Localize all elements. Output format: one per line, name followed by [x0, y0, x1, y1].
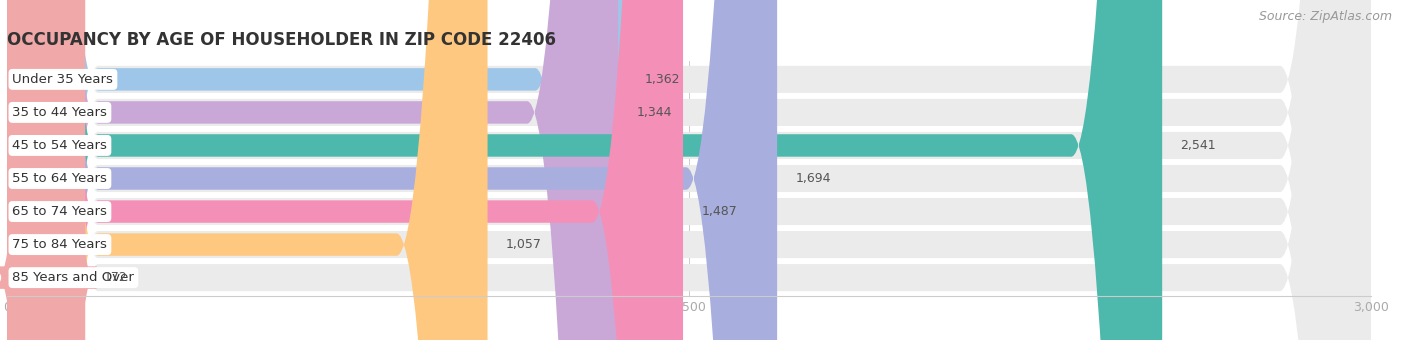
Text: Under 35 Years: Under 35 Years [13, 73, 114, 86]
Text: 65 to 74 Years: 65 to 74 Years [13, 205, 107, 218]
Text: 1,694: 1,694 [796, 172, 831, 185]
FancyBboxPatch shape [7, 0, 619, 340]
FancyBboxPatch shape [7, 0, 1371, 340]
FancyBboxPatch shape [7, 0, 488, 340]
FancyBboxPatch shape [7, 0, 778, 340]
Text: 85 Years and Over: 85 Years and Over [13, 271, 135, 284]
Text: OCCUPANCY BY AGE OF HOUSEHOLDER IN ZIP CODE 22406: OCCUPANCY BY AGE OF HOUSEHOLDER IN ZIP C… [7, 31, 555, 49]
FancyBboxPatch shape [7, 0, 1163, 340]
Text: 1,362: 1,362 [644, 73, 681, 86]
Text: 75 to 84 Years: 75 to 84 Years [13, 238, 107, 251]
Text: 172: 172 [104, 271, 127, 284]
FancyBboxPatch shape [7, 0, 1371, 340]
Text: 1,057: 1,057 [506, 238, 541, 251]
FancyBboxPatch shape [7, 0, 1371, 340]
Text: 2,541: 2,541 [1181, 139, 1216, 152]
Text: 55 to 64 Years: 55 to 64 Years [13, 172, 107, 185]
Text: 1,487: 1,487 [702, 205, 737, 218]
Text: 35 to 44 Years: 35 to 44 Years [13, 106, 107, 119]
FancyBboxPatch shape [7, 0, 1371, 340]
FancyBboxPatch shape [7, 0, 1371, 340]
FancyBboxPatch shape [7, 0, 683, 340]
Text: 1,344: 1,344 [636, 106, 672, 119]
Text: 45 to 54 Years: 45 to 54 Years [13, 139, 107, 152]
FancyBboxPatch shape [0, 0, 98, 340]
FancyBboxPatch shape [7, 0, 1371, 340]
FancyBboxPatch shape [7, 0, 626, 340]
Text: Source: ZipAtlas.com: Source: ZipAtlas.com [1258, 10, 1392, 23]
FancyBboxPatch shape [7, 0, 1371, 340]
